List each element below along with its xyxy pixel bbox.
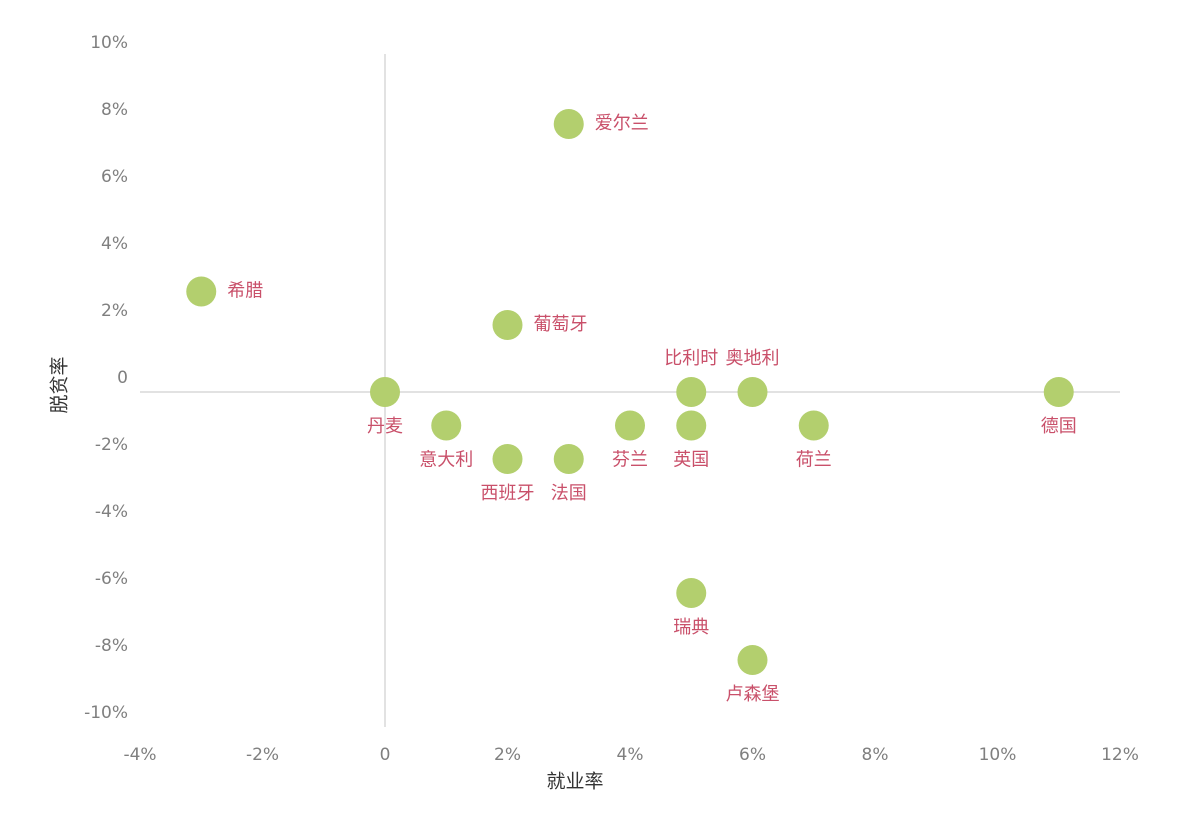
x-tick-label: 8% [862, 745, 889, 765]
y-tick-label: 2% [101, 301, 128, 321]
x-axis-title: 就业率 [546, 771, 603, 793]
point [676, 578, 707, 608]
point-label: 德国 [1041, 416, 1077, 437]
point-label: 瑞典 [673, 617, 709, 638]
x-tick-label: 10% [979, 745, 1017, 765]
y-tick-label: 10% [90, 33, 128, 53]
point-label: 西班牙 [481, 483, 535, 504]
y-tick-label: -2% [95, 435, 128, 455]
y-tick-label: -4% [95, 502, 128, 522]
x-tick-label: -4% [123, 745, 156, 765]
point-label: 荷兰 [796, 450, 832, 471]
y-tick-label: 8% [101, 100, 128, 120]
y-tick-label: 6% [101, 167, 128, 187]
point [492, 310, 523, 340]
point [431, 410, 462, 441]
point [676, 377, 707, 407]
x-tick-label: -2% [246, 745, 279, 765]
point [676, 410, 707, 441]
y-tick-label: -6% [95, 569, 128, 589]
y-tick-label: 0 [117, 368, 128, 388]
x-tick-label: 2% [494, 745, 521, 765]
x-tick-label: 12% [1101, 745, 1139, 765]
point-label: 芬兰 [612, 450, 648, 471]
point [186, 276, 217, 307]
point-label: 丹麦 [367, 416, 403, 437]
point-label: 奥地利 [726, 348, 780, 369]
point-label: 英国 [673, 450, 709, 471]
point-label: 法国 [551, 483, 587, 504]
x-tick-label: 4% [617, 745, 644, 765]
point [553, 109, 584, 139]
point [553, 444, 584, 474]
x-tick-label: 0 [380, 745, 391, 765]
point [492, 444, 523, 474]
y-tick-label: 4% [101, 234, 128, 254]
point [798, 410, 829, 441]
point [737, 645, 768, 675]
y-tick-label: -8% [95, 636, 128, 656]
point [615, 410, 645, 441]
point-label: 葡萄牙 [534, 314, 588, 335]
point [370, 377, 400, 407]
y-axis-title: 脱贫率 [49, 356, 71, 413]
point [1043, 377, 1074, 407]
y-tick-label: -10% [84, 703, 128, 723]
point [737, 377, 768, 407]
point-label: 意大利 [419, 450, 473, 471]
x-tick-label: 6% [739, 745, 766, 765]
point-label: 卢森堡 [726, 684, 780, 705]
point-label: 希腊 [227, 281, 263, 302]
point-label: 比利时 [664, 348, 718, 369]
point-label: 爱尔兰 [595, 113, 649, 134]
